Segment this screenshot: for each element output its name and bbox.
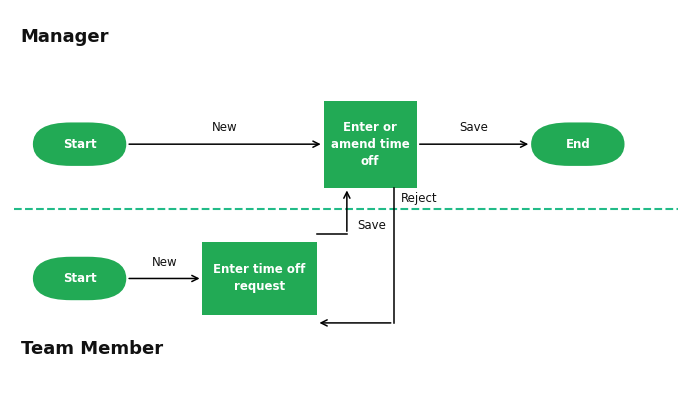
Text: Start: Start: [63, 272, 96, 285]
Text: Enter or
amend time
off: Enter or amend time off: [331, 121, 410, 167]
Text: Save: Save: [459, 121, 489, 134]
Text: Save: Save: [357, 219, 386, 232]
Text: Manager: Manager: [21, 28, 109, 46]
FancyBboxPatch shape: [323, 101, 417, 188]
FancyBboxPatch shape: [33, 122, 126, 166]
FancyBboxPatch shape: [531, 122, 624, 166]
Text: End: End: [565, 138, 590, 150]
Text: Start: Start: [63, 138, 96, 150]
FancyBboxPatch shape: [202, 242, 317, 315]
Text: Reject: Reject: [401, 192, 437, 205]
Text: Team Member: Team Member: [21, 340, 163, 358]
Text: New: New: [152, 256, 177, 269]
Text: Enter time off
request: Enter time off request: [213, 263, 306, 293]
Text: New: New: [212, 121, 238, 134]
FancyBboxPatch shape: [33, 257, 126, 300]
